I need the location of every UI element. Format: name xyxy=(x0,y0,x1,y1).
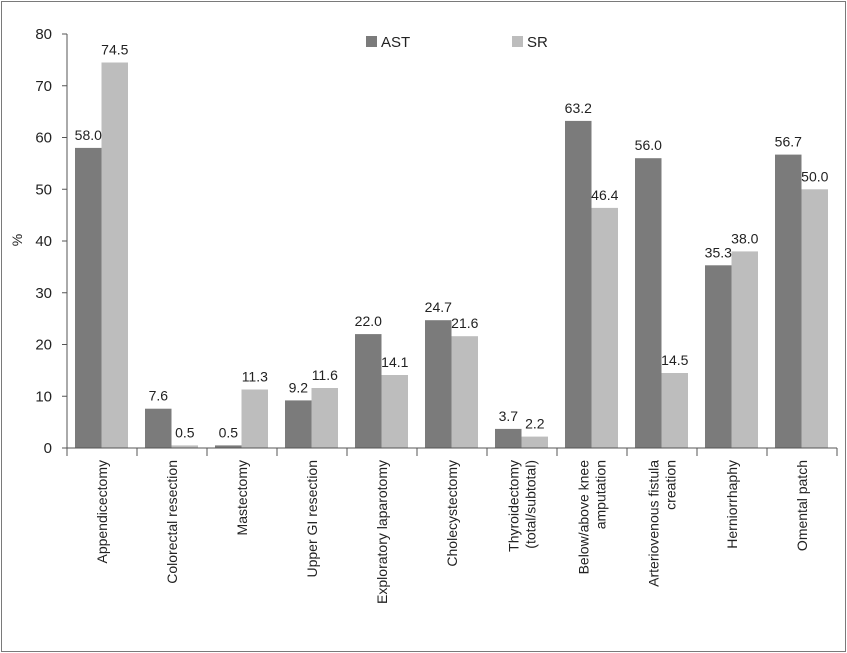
x-category-label: Below/above knee xyxy=(576,460,592,575)
data-label-sr-8: 14.5 xyxy=(661,352,688,368)
data-label-ast-10: 56.7 xyxy=(775,134,802,150)
bar-ast-7 xyxy=(565,120,592,449)
legend-swatch-sr xyxy=(512,36,523,47)
y-tick-label: 50 xyxy=(35,181,52,198)
data-label-sr-7: 46.4 xyxy=(591,187,618,203)
y-tick-label: 0 xyxy=(44,440,52,457)
y-tick-label: 10 xyxy=(35,388,52,405)
x-category-label: Exploratory laparotomy xyxy=(374,460,390,604)
bar-sr-9 xyxy=(731,251,758,448)
bar-sr-8 xyxy=(661,373,688,448)
bar-ast-0 xyxy=(75,147,102,448)
data-label-ast-7: 63.2 xyxy=(565,100,592,116)
data-label-ast-3: 9.2 xyxy=(289,379,309,395)
x-category-label: Colorectal resection xyxy=(164,460,180,584)
bar-sr-3 xyxy=(311,388,338,448)
bar-sr-2 xyxy=(241,389,268,448)
bar-sr-1 xyxy=(171,445,198,448)
legend-label-ast: AST xyxy=(381,34,410,51)
x-category-label: Thyroidectomy xyxy=(506,460,522,552)
data-label-ast-5: 24.7 xyxy=(425,299,452,315)
x-category-label: Arteriovenous fistula xyxy=(646,460,662,587)
bar-sr-7 xyxy=(591,207,618,448)
data-label-sr-0: 74.5 xyxy=(101,42,128,58)
x-category-label: Omental patch xyxy=(794,460,810,551)
bar-sr-4 xyxy=(381,375,408,448)
data-label-ast-4: 22.0 xyxy=(355,313,382,329)
y-tick-label: 60 xyxy=(35,130,52,147)
bar-sr-10 xyxy=(801,189,828,449)
bar-sr-5 xyxy=(451,336,478,448)
x-category-label: Herniorrhaphy xyxy=(724,460,740,549)
y-tick-label: 40 xyxy=(35,233,52,250)
bar-ast-3 xyxy=(285,400,312,448)
data-label-ast-8: 56.0 xyxy=(635,137,662,153)
x-category-label: Appendicectomy xyxy=(94,460,110,564)
bar-ast-4 xyxy=(355,334,382,448)
data-label-ast-6: 3.7 xyxy=(499,408,519,424)
bar-ast-2 xyxy=(215,445,242,448)
bar-sr-0 xyxy=(101,62,128,448)
x-category-label: (total/subtotal) xyxy=(523,460,539,549)
x-category-label: amputation xyxy=(593,460,609,529)
data-label-ast-2: 0.5 xyxy=(219,424,239,440)
data-label-sr-1: 0.5 xyxy=(175,424,195,440)
bar-ast-10 xyxy=(775,154,802,448)
bar-ast-6 xyxy=(495,428,522,448)
legend-label-sr: SR xyxy=(527,34,548,51)
data-label-sr-4: 14.1 xyxy=(381,354,408,370)
y-tick-label: 70 xyxy=(35,78,52,95)
data-label-sr-9: 38.0 xyxy=(731,230,758,246)
data-label-sr-6: 2.2 xyxy=(525,416,545,432)
data-label-sr-3: 11.6 xyxy=(312,367,338,383)
x-category-label: Cholecystectomy xyxy=(444,460,460,567)
y-tick-label: 80 xyxy=(35,26,52,43)
x-category-label: Mastectomy xyxy=(234,460,250,535)
bar-sr-6 xyxy=(521,436,548,448)
legend-swatch-ast xyxy=(366,36,377,47)
data-label-ast-1: 7.6 xyxy=(149,388,169,404)
y-axis-label: % xyxy=(9,234,25,246)
bar-ast-8 xyxy=(635,158,662,448)
bar-ast-1 xyxy=(145,408,172,448)
x-category-label: Upper GI resection xyxy=(304,460,320,578)
data-label-sr-2: 11.3 xyxy=(242,369,268,385)
bar-ast-9 xyxy=(705,265,732,448)
data-label-ast-0: 58.0 xyxy=(75,127,102,143)
data-label-sr-5: 21.6 xyxy=(451,315,478,331)
data-label-sr-10: 50.0 xyxy=(801,168,828,184)
bar-ast-5 xyxy=(425,320,452,448)
y-tick-label: 20 xyxy=(35,337,52,354)
x-category-label: creation xyxy=(663,460,679,510)
y-tick-label: 30 xyxy=(35,285,52,302)
data-label-ast-9: 35.3 xyxy=(705,244,732,260)
